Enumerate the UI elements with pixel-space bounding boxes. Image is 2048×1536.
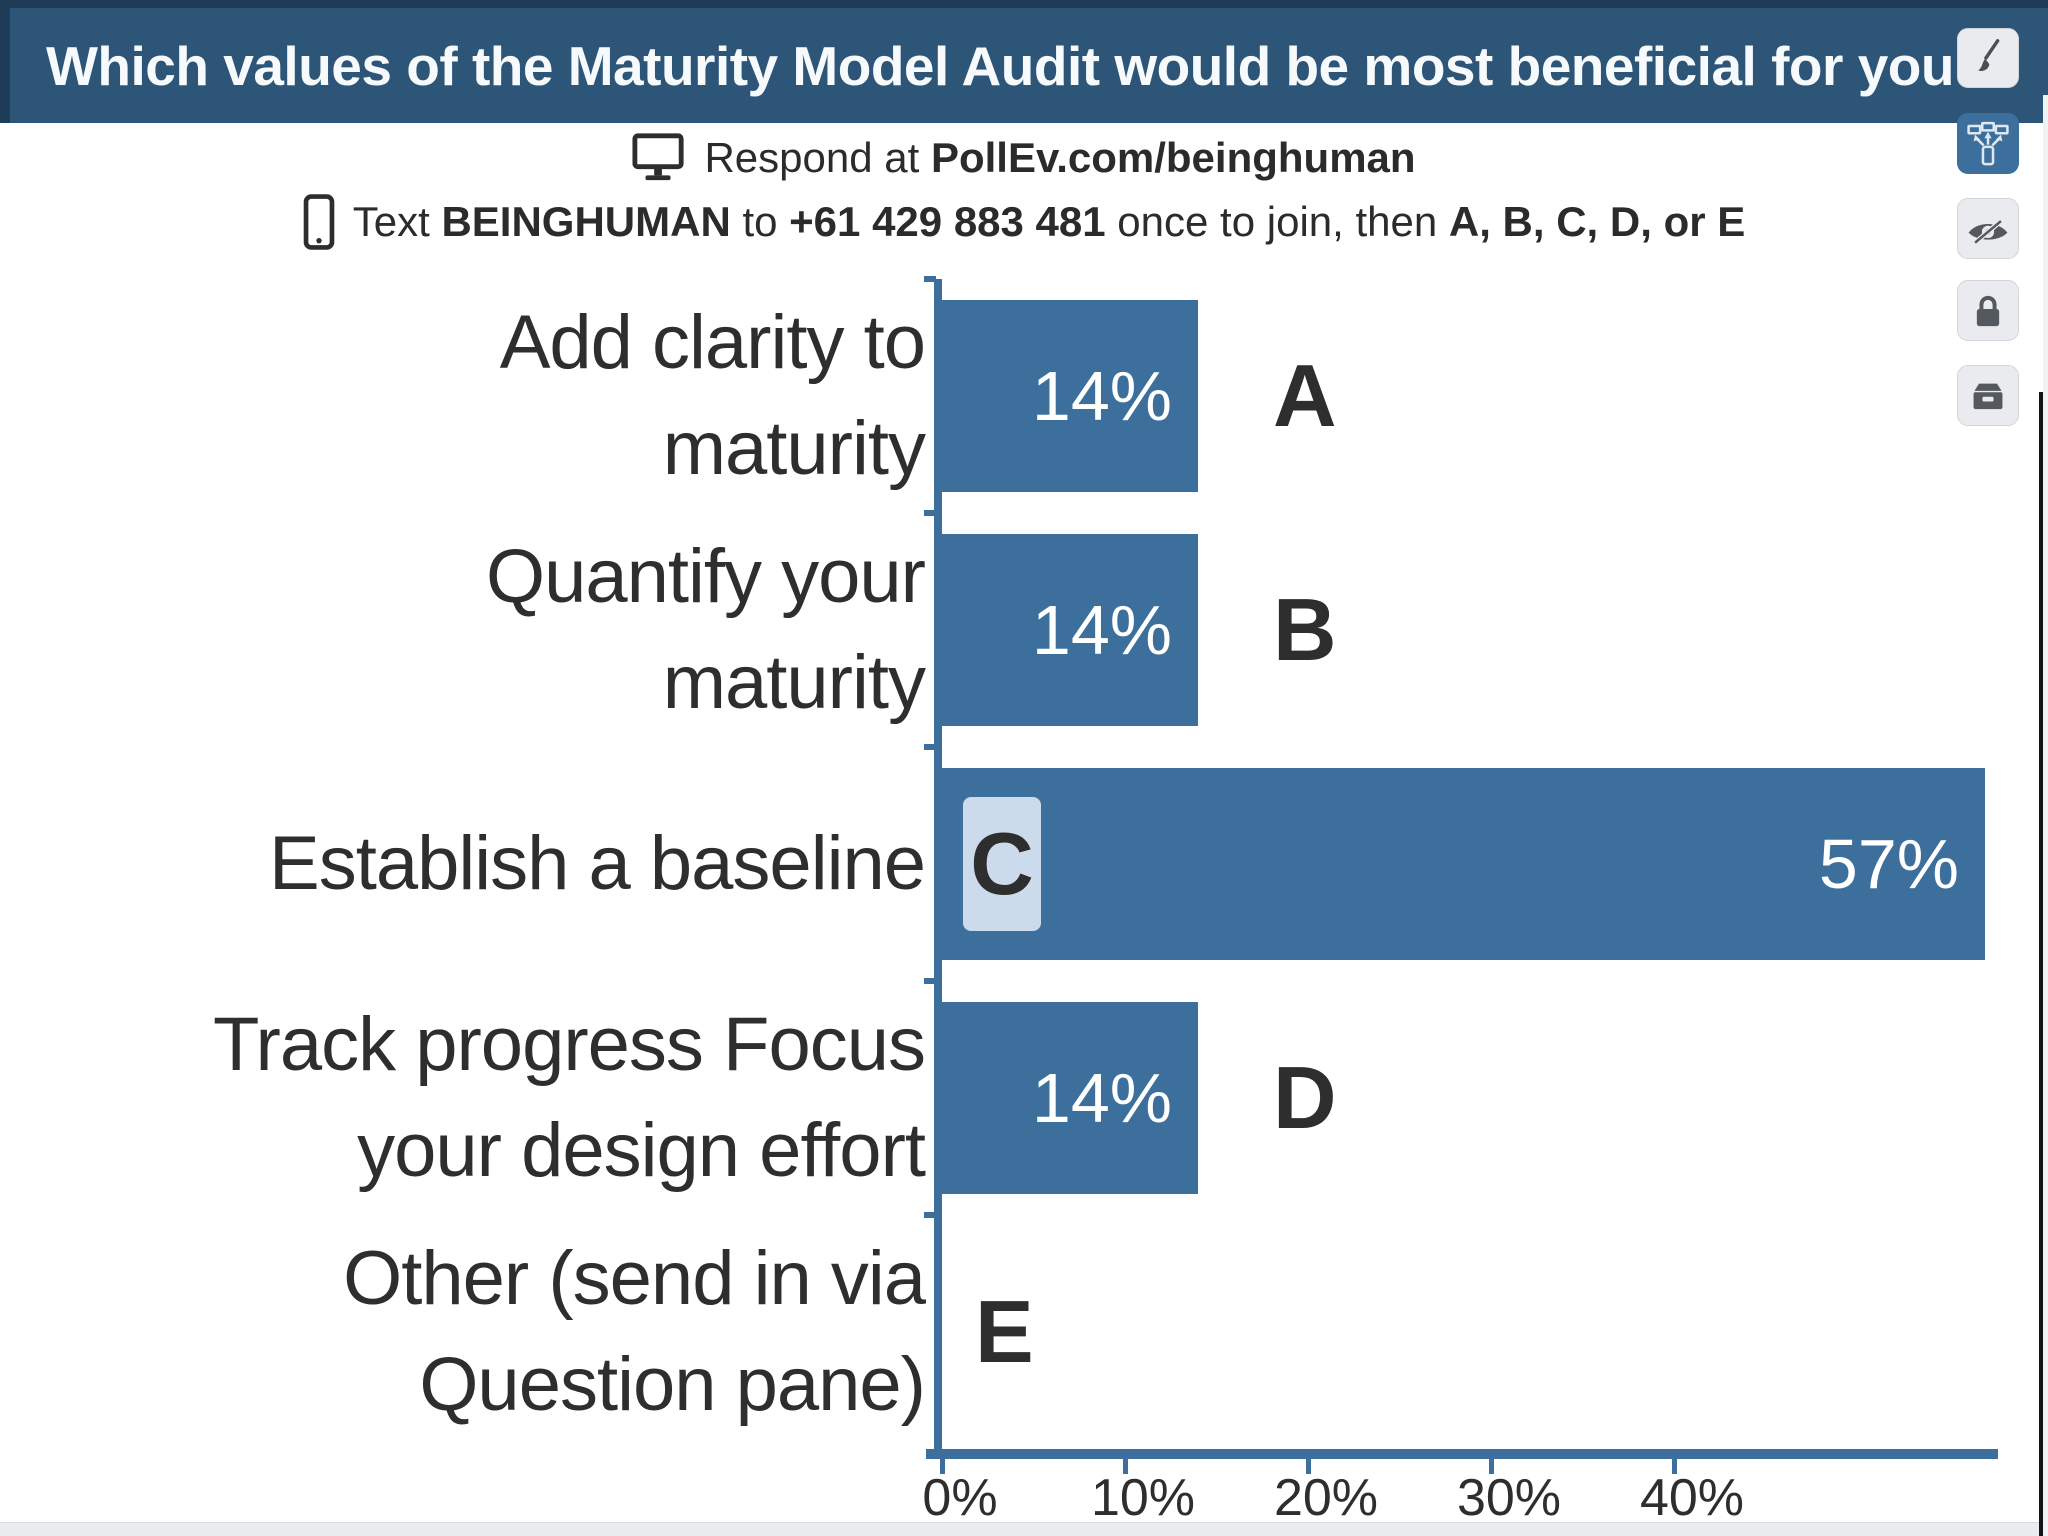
x-axis-tick-label: 40% bbox=[1639, 1469, 1745, 1527]
x-axis-tick bbox=[1672, 1459, 1677, 1474]
lock-icon bbox=[1976, 295, 2000, 326]
text-suffix: once to join, then bbox=[1105, 198, 1449, 245]
chart-row: Track progress Focus your design effort 14… bbox=[0, 981, 2048, 1215]
bar-value-label: 57% bbox=[1818, 825, 1959, 903]
text-prefix: Text bbox=[352, 198, 442, 245]
choice-letter: E bbox=[975, 1282, 1034, 1381]
bar-value-label: 14% bbox=[1031, 591, 1172, 669]
footer-strip bbox=[0, 1522, 2048, 1536]
text-to-join-line: Text BEINGHUMAN to +61 429 883 481 once … bbox=[0, 190, 2048, 254]
choice-letter-chip: C bbox=[963, 797, 1041, 931]
choice-letter: D bbox=[1273, 1048, 1337, 1147]
window-right-border bbox=[2039, 392, 2043, 1536]
phone-icon bbox=[303, 194, 335, 250]
pollev-url: PollEv.com/beinghuman bbox=[930, 134, 1416, 181]
respond-at-line: Respond at PollEv.com/beinghuman bbox=[0, 126, 2048, 190]
text-to: to bbox=[730, 198, 790, 245]
edit-poll-button[interactable] bbox=[1957, 28, 2019, 88]
category-label: Add clarity to maturity bbox=[499, 300, 926, 491]
result-bar: 57% bbox=[942, 768, 1985, 960]
lock-poll-button[interactable] bbox=[1957, 280, 2019, 341]
result-bar: 14% bbox=[942, 300, 1198, 492]
archive-poll-button[interactable] bbox=[1957, 365, 2019, 426]
x-axis-tick bbox=[940, 1459, 945, 1474]
x-axis-tick bbox=[1123, 1459, 1128, 1474]
chart-row: Quantify your maturity 14% B bbox=[0, 513, 2048, 747]
chart-row: Establish a baseline 57% C bbox=[0, 747, 2048, 981]
x-axis-tick bbox=[1489, 1459, 1494, 1474]
y-axis-tick bbox=[924, 276, 936, 282]
header-bar: Which values of the Maturity Model Audit… bbox=[0, 0, 2048, 123]
y-axis-tick bbox=[924, 978, 936, 984]
x-axis-tick-label: 30% bbox=[1456, 1469, 1562, 1527]
x-axis-tick-label: 0% bbox=[922, 1469, 998, 1527]
x-axis-line bbox=[926, 1449, 1998, 1459]
category-label: Quantify your maturity bbox=[486, 534, 926, 725]
result-bar: 14% bbox=[942, 534, 1198, 726]
chart-row: Add clarity to maturity 14% A bbox=[0, 279, 2048, 513]
paintbrush-icon bbox=[1978, 39, 2000, 71]
y-axis-tick bbox=[924, 1212, 936, 1218]
bar-value-label: 14% bbox=[1031, 1059, 1172, 1137]
cast-devices-icon bbox=[1967, 121, 2009, 165]
eye-slash-icon bbox=[1968, 217, 2008, 246]
category-label: Other (send in via Question pane) bbox=[343, 1236, 926, 1427]
hide-results-button[interactable] bbox=[1957, 198, 2019, 259]
y-axis-tick bbox=[924, 744, 936, 750]
chart-row: Other (send in via Question pane) E bbox=[0, 1215, 2048, 1449]
category-label: Establish a baseline bbox=[269, 821, 926, 906]
x-axis-tick bbox=[1306, 1459, 1311, 1474]
window-right-edge bbox=[2043, 95, 2048, 1536]
category-label: Track progress Focus your design effort bbox=[212, 1002, 926, 1193]
answer-options: A, B, C, D, or E bbox=[1448, 198, 1746, 245]
choice-letter: A bbox=[1273, 346, 1337, 445]
choice-letter: B bbox=[1273, 580, 1337, 679]
x-axis-tick-label: 20% bbox=[1273, 1469, 1379, 1527]
x-axis-tick-label: 10% bbox=[1090, 1469, 1196, 1527]
y-axis-tick bbox=[924, 510, 936, 516]
response-instructions: Respond at PollEv.com/beinghuman Text BE… bbox=[0, 126, 2048, 254]
show-response-instructions-button[interactable] bbox=[1957, 113, 2019, 174]
archive-box-icon bbox=[1973, 383, 2003, 409]
result-bar: 14% bbox=[942, 1002, 1198, 1194]
y-axis-line bbox=[934, 279, 942, 1459]
join-keyword: BEINGHUMAN bbox=[441, 198, 731, 245]
poll-question-title: Which values of the Maturity Model Audit… bbox=[46, 34, 1954, 97]
join-phone-number: +61 429 883 481 bbox=[789, 198, 1106, 245]
monitor-icon bbox=[632, 133, 685, 181]
respond-at-text: Respond at bbox=[704, 134, 931, 181]
bar-value-label: 14% bbox=[1031, 357, 1172, 435]
